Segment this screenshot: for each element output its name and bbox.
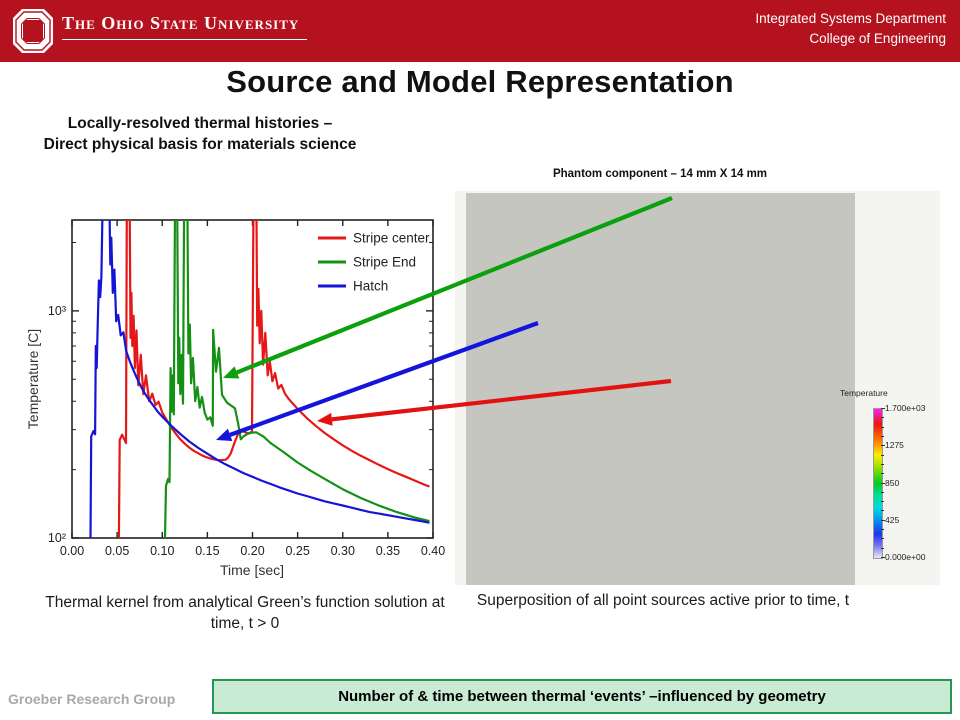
subtitle-line1: Locally-resolved thermal histories – bbox=[67, 115, 333, 132]
colorbar-tick bbox=[881, 501, 884, 503]
x-tick-label: 0.40 bbox=[421, 544, 445, 558]
phantom-figure: Temperature 1.700e+03 1275 850 425 0.000e+00 bbox=[455, 191, 940, 585]
osu-block-o-logo-icon bbox=[13, 9, 53, 53]
y-tick-label: 10³ bbox=[48, 304, 66, 318]
colorbar-tick bbox=[881, 463, 884, 465]
x-tick-label: 0.20 bbox=[240, 544, 264, 558]
legend-label: Hatch bbox=[353, 279, 388, 294]
department-text: Integrated Systems Department College of… bbox=[755, 9, 946, 48]
x-axis-label: Time [sec] bbox=[220, 562, 284, 578]
caption-thermal-kernel: Thermal kernel from analytical Green’s f… bbox=[45, 594, 445, 632]
research-group-label: Groeber Research Group bbox=[8, 691, 176, 707]
colorbar-tick bbox=[881, 547, 884, 549]
thermal-history-chart: 0.00 0.05 0.10 0.15 0.20 0.25 0.30 0.35 0.40 10² 1… bbox=[25, 219, 445, 578]
x-tick-label: 0.35 bbox=[376, 544, 400, 558]
colorbar-tick bbox=[881, 557, 885, 558]
colorbar-tick bbox=[881, 519, 885, 521]
y-axis-label: Temperature [C] bbox=[25, 329, 41, 429]
temperature-colorbar bbox=[873, 408, 883, 559]
colorbar-tick bbox=[881, 454, 884, 456]
chart-axes: 0.00 0.05 0.10 0.15 0.20 0.25 0.30 0.35 0.40 10² 1… bbox=[48, 219, 445, 558]
department-line2: College of Engineering bbox=[809, 30, 946, 46]
colorbar-tick-label: 425 bbox=[885, 514, 900, 525]
chart-series bbox=[89, 220, 430, 538]
colorbar-tick bbox=[881, 529, 884, 531]
header-bar: The Ohio State University Integrated Sys… bbox=[0, 0, 960, 62]
colorbar-tick bbox=[881, 538, 884, 540]
x-tick-label: 0.25 bbox=[285, 544, 309, 558]
x-tick-label: 0.15 bbox=[195, 544, 219, 558]
series-hatch bbox=[89, 220, 430, 538]
legend-label: Stripe End bbox=[353, 255, 416, 270]
colorbar-tick-label: 0.000e+00 bbox=[885, 552, 926, 562]
colorbar-tick bbox=[881, 445, 885, 447]
colorbar-tick bbox=[881, 473, 884, 475]
colorbar-tick bbox=[881, 491, 884, 493]
subtitle-line2: Direct physical basis for materials scie… bbox=[43, 136, 357, 153]
colorbar-tick bbox=[881, 408, 885, 409]
series-stripe-end bbox=[163, 220, 430, 538]
colorbar-tick bbox=[881, 435, 884, 437]
x-tick-label: 0.00 bbox=[60, 544, 84, 558]
chart-legend: Stripe center Stripe End Hatch bbox=[318, 231, 430, 294]
x-tick-label: 0.30 bbox=[331, 544, 355, 558]
slide-subtitle: Locally-resolved thermal histories – Dir… bbox=[0, 113, 400, 155]
colorbar-tick bbox=[881, 426, 884, 428]
x-tick-label: 0.05 bbox=[105, 544, 129, 558]
colorbar-title: Temperature bbox=[840, 388, 888, 398]
takeaway-banner: Number of & time between thermal ‘events… bbox=[212, 679, 952, 714]
x-tick-label: 0.10 bbox=[150, 544, 174, 558]
y-tick-label: 10² bbox=[48, 531, 66, 545]
legend-label: Stripe center bbox=[353, 231, 430, 246]
colorbar-tick bbox=[881, 417, 884, 419]
university-wordmark: The Ohio State University bbox=[62, 13, 308, 40]
caption-superposition: Superposition of all point sources activ… bbox=[476, 592, 850, 609]
colorbar-tick bbox=[881, 510, 884, 512]
colorbar-tick-label: 1.700e+03 bbox=[885, 403, 926, 413]
department-line1: Integrated Systems Department bbox=[755, 11, 946, 26]
colorbar-tick bbox=[881, 482, 885, 484]
colorbar-tick-label: 1275 bbox=[885, 440, 904, 451]
slide-title: Source and Model Representation bbox=[226, 64, 734, 99]
colorbar-tick-label: 850 bbox=[885, 477, 900, 488]
phantom-title: Phantom component – 14 mm X 14 mm bbox=[552, 168, 768, 180]
phantom-component-image bbox=[466, 193, 855, 585]
